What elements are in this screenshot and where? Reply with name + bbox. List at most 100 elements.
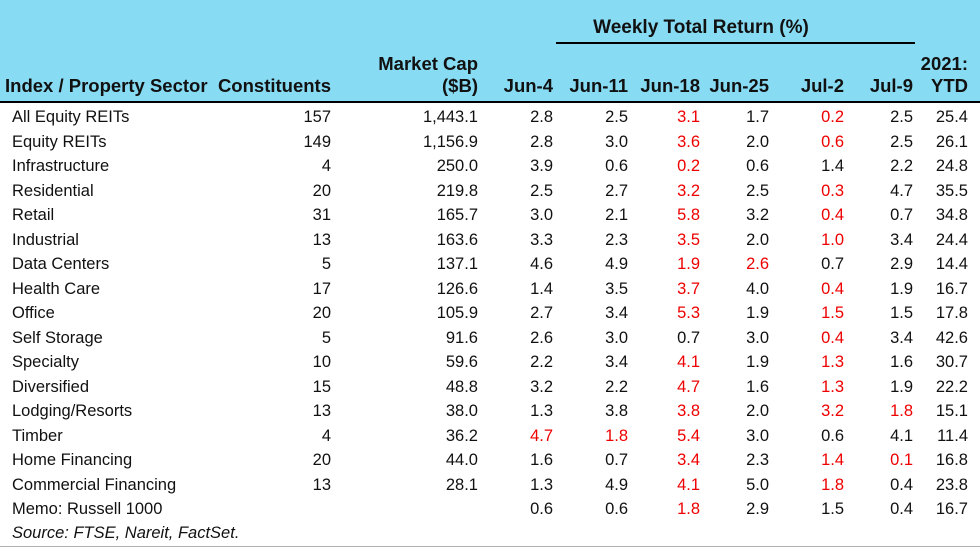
- weekly-return-jun4: 1.3: [530, 402, 553, 420]
- weekly-return-jun25: 2.5: [746, 181, 769, 200]
- weekly-return-jul2: 3.2: [821, 402, 844, 420]
- table-row: Residential 20 219.8 2.5 2.7 3.2 2.5 0.3…: [0, 179, 980, 204]
- weekly-return-jun11: 2.3: [605, 230, 628, 249]
- weekly-return-jun4: 1.6: [530, 451, 553, 469]
- ytd-value: 16.8: [935, 451, 968, 469]
- ytd-value: 35.5: [935, 181, 968, 200]
- weekly-return-jun4: 1.4: [530, 279, 553, 298]
- weekly-return-jun18: 3.6: [677, 132, 700, 151]
- table-row: All Equity REITs 157 1,443.1 2.8 2.5 3.1…: [0, 105, 980, 130]
- weekly-return-jun18: 5.4: [677, 426, 700, 445]
- ytd-value: 34.8: [935, 206, 968, 224]
- weekly-return-jul9: 2.9: [890, 255, 913, 273]
- constituents-value: 13: [312, 230, 331, 249]
- ytd-value: 17.8: [935, 304, 968, 322]
- ytd-line2: YTD: [931, 75, 968, 96]
- market-cap-value: 28.1: [445, 475, 478, 494]
- table-row: Infrastructure 4 250.0 3.9 0.6 0.2 0.6 1…: [0, 154, 980, 179]
- weekly-return-jun25: 0.6: [746, 157, 769, 175]
- market-cap-value: 219.8: [436, 181, 478, 200]
- weekly-return-jun11: 4.9: [605, 255, 628, 273]
- weekly-return-jul9: 3.4: [890, 230, 913, 249]
- weekly-return-jul9: 2.5: [890, 108, 913, 126]
- col-header-market-cap: Market Cap ($B): [331, 53, 478, 97]
- ytd-value: 11.4: [937, 426, 968, 445]
- constituents-value: 157: [303, 108, 331, 126]
- table-row: Equity REITs 149 1,156.9 2.8 3.0 3.6 2.0…: [0, 130, 980, 155]
- weekly-return-jun11: 0.6: [605, 500, 628, 518]
- market-cap-value: 48.8: [445, 377, 478, 396]
- weekly-return-jul9: 1.9: [890, 279, 913, 298]
- weekly-return-jun11: 0.7: [605, 451, 628, 469]
- ytd-value: 24.8: [935, 157, 968, 175]
- col-header-week-jun18: Jun-18: [640, 75, 700, 96]
- sector-name: Commercial Financing: [12, 475, 177, 494]
- weekly-return-jun11: 3.5: [605, 279, 628, 298]
- constituents-value: 20: [312, 304, 331, 322]
- weekly-return-jul9: 1.6: [890, 353, 913, 371]
- sector-name: Self Storage: [12, 328, 103, 347]
- table-row: Data Centers 5 137.1 4.6 4.9 1.9 2.6 0.7…: [0, 252, 980, 277]
- market-cap-value: 126.6: [436, 279, 478, 298]
- col-header-week-jul9: Jul-9: [869, 75, 913, 96]
- sector-name: Lodging/Resorts: [12, 402, 133, 420]
- constituents-value: 17: [312, 279, 331, 298]
- weekly-return-jun18: 4.7: [677, 377, 700, 396]
- market-cap-value: 59.6: [445, 353, 478, 371]
- constituents-value: 5: [321, 255, 331, 273]
- col-header-ytd: 2021: YTD: [913, 53, 980, 97]
- weekly-return-jun4: 4.7: [530, 426, 553, 445]
- weekly-return-jun4: 0.6: [530, 500, 553, 518]
- weekly-return-jul2: 0.2: [821, 108, 844, 126]
- ytd-value: 16.7: [935, 500, 968, 518]
- weekly-return-jun4: 2.8: [530, 108, 553, 126]
- weekly-return-jun11: 2.7: [605, 181, 628, 200]
- weekly-return-jul9: 2.5: [890, 132, 913, 151]
- weekly-return-jun11: 3.4: [605, 304, 628, 322]
- col-header-week-jul2: Jul-2: [800, 75, 844, 96]
- market-cap-value: [331, 497, 478, 522]
- weekly-return-jul9: 0.1: [890, 451, 913, 469]
- weekly-return-jun18: 5.8: [677, 206, 700, 224]
- weekly-return-jul9: 1.8: [890, 402, 913, 420]
- weekly-return-jul9: 0.4: [890, 500, 913, 518]
- sector-name: Home Financing: [12, 451, 133, 469]
- sector-name: Diversified: [12, 377, 90, 396]
- weekly-return-jul9: 2.2: [890, 157, 913, 175]
- weekly-return-jun11: 3.8: [605, 402, 628, 420]
- column-header-row: Index / Property Sector Constituents Mar…: [0, 53, 980, 97]
- weekly-return-jun11: 0.6: [605, 157, 628, 175]
- weekly-return-jun25: 5.0: [746, 475, 769, 494]
- constituents-value: 15: [312, 377, 331, 396]
- market-cap-value: 137.1: [436, 255, 478, 273]
- sector-name: Infrastructure: [12, 157, 110, 175]
- ytd-value: 24.4: [935, 230, 968, 249]
- weekly-return-jun25: 1.7: [746, 108, 769, 126]
- market-cap-value: 163.6: [436, 230, 478, 249]
- constituents-value: 4: [321, 426, 331, 445]
- sector-name: Specialty: [12, 353, 79, 371]
- market-cap-value: 105.9: [436, 304, 478, 322]
- weekly-return-jun18: 3.2: [677, 181, 700, 200]
- weekly-return-jun11: 2.5: [605, 108, 628, 126]
- weekly-return-jun25: 3.2: [746, 206, 769, 224]
- weekly-return-jul9: 3.4: [890, 328, 913, 347]
- ytd-value: 14.4: [935, 255, 968, 273]
- sector-name: Equity REITs: [12, 132, 107, 151]
- table-row: Self Storage 5 91.6 2.6 3.0 0.7 3.0 0.4 …: [0, 326, 980, 351]
- weekly-return-jul2: 0.7: [821, 255, 844, 273]
- weekly-return-jun11: 3.0: [605, 132, 628, 151]
- weekly-return-jun11: 4.9: [605, 475, 628, 494]
- weekly-return-jul2: 1.4: [821, 451, 844, 469]
- table-row: Office 20 105.9 2.7 3.4 5.3 1.9 1.5 1.5 …: [0, 301, 980, 326]
- weekly-return-jun4: 3.3: [530, 230, 553, 249]
- ytd-value: 26.1: [935, 132, 968, 151]
- col-header-week-jun25: Jun-25: [709, 75, 769, 96]
- weekly-return-jul9: 1.5: [890, 304, 913, 322]
- bottom-divider: [0, 546, 980, 547]
- market-cap-value: 165.7: [436, 206, 478, 224]
- ytd-value: 30.7: [935, 353, 968, 371]
- weekly-return-jul2: 1.0: [821, 230, 844, 249]
- sector-name: Memo: Russell 1000: [12, 500, 163, 518]
- ytd-line1: 2021:: [920, 53, 968, 74]
